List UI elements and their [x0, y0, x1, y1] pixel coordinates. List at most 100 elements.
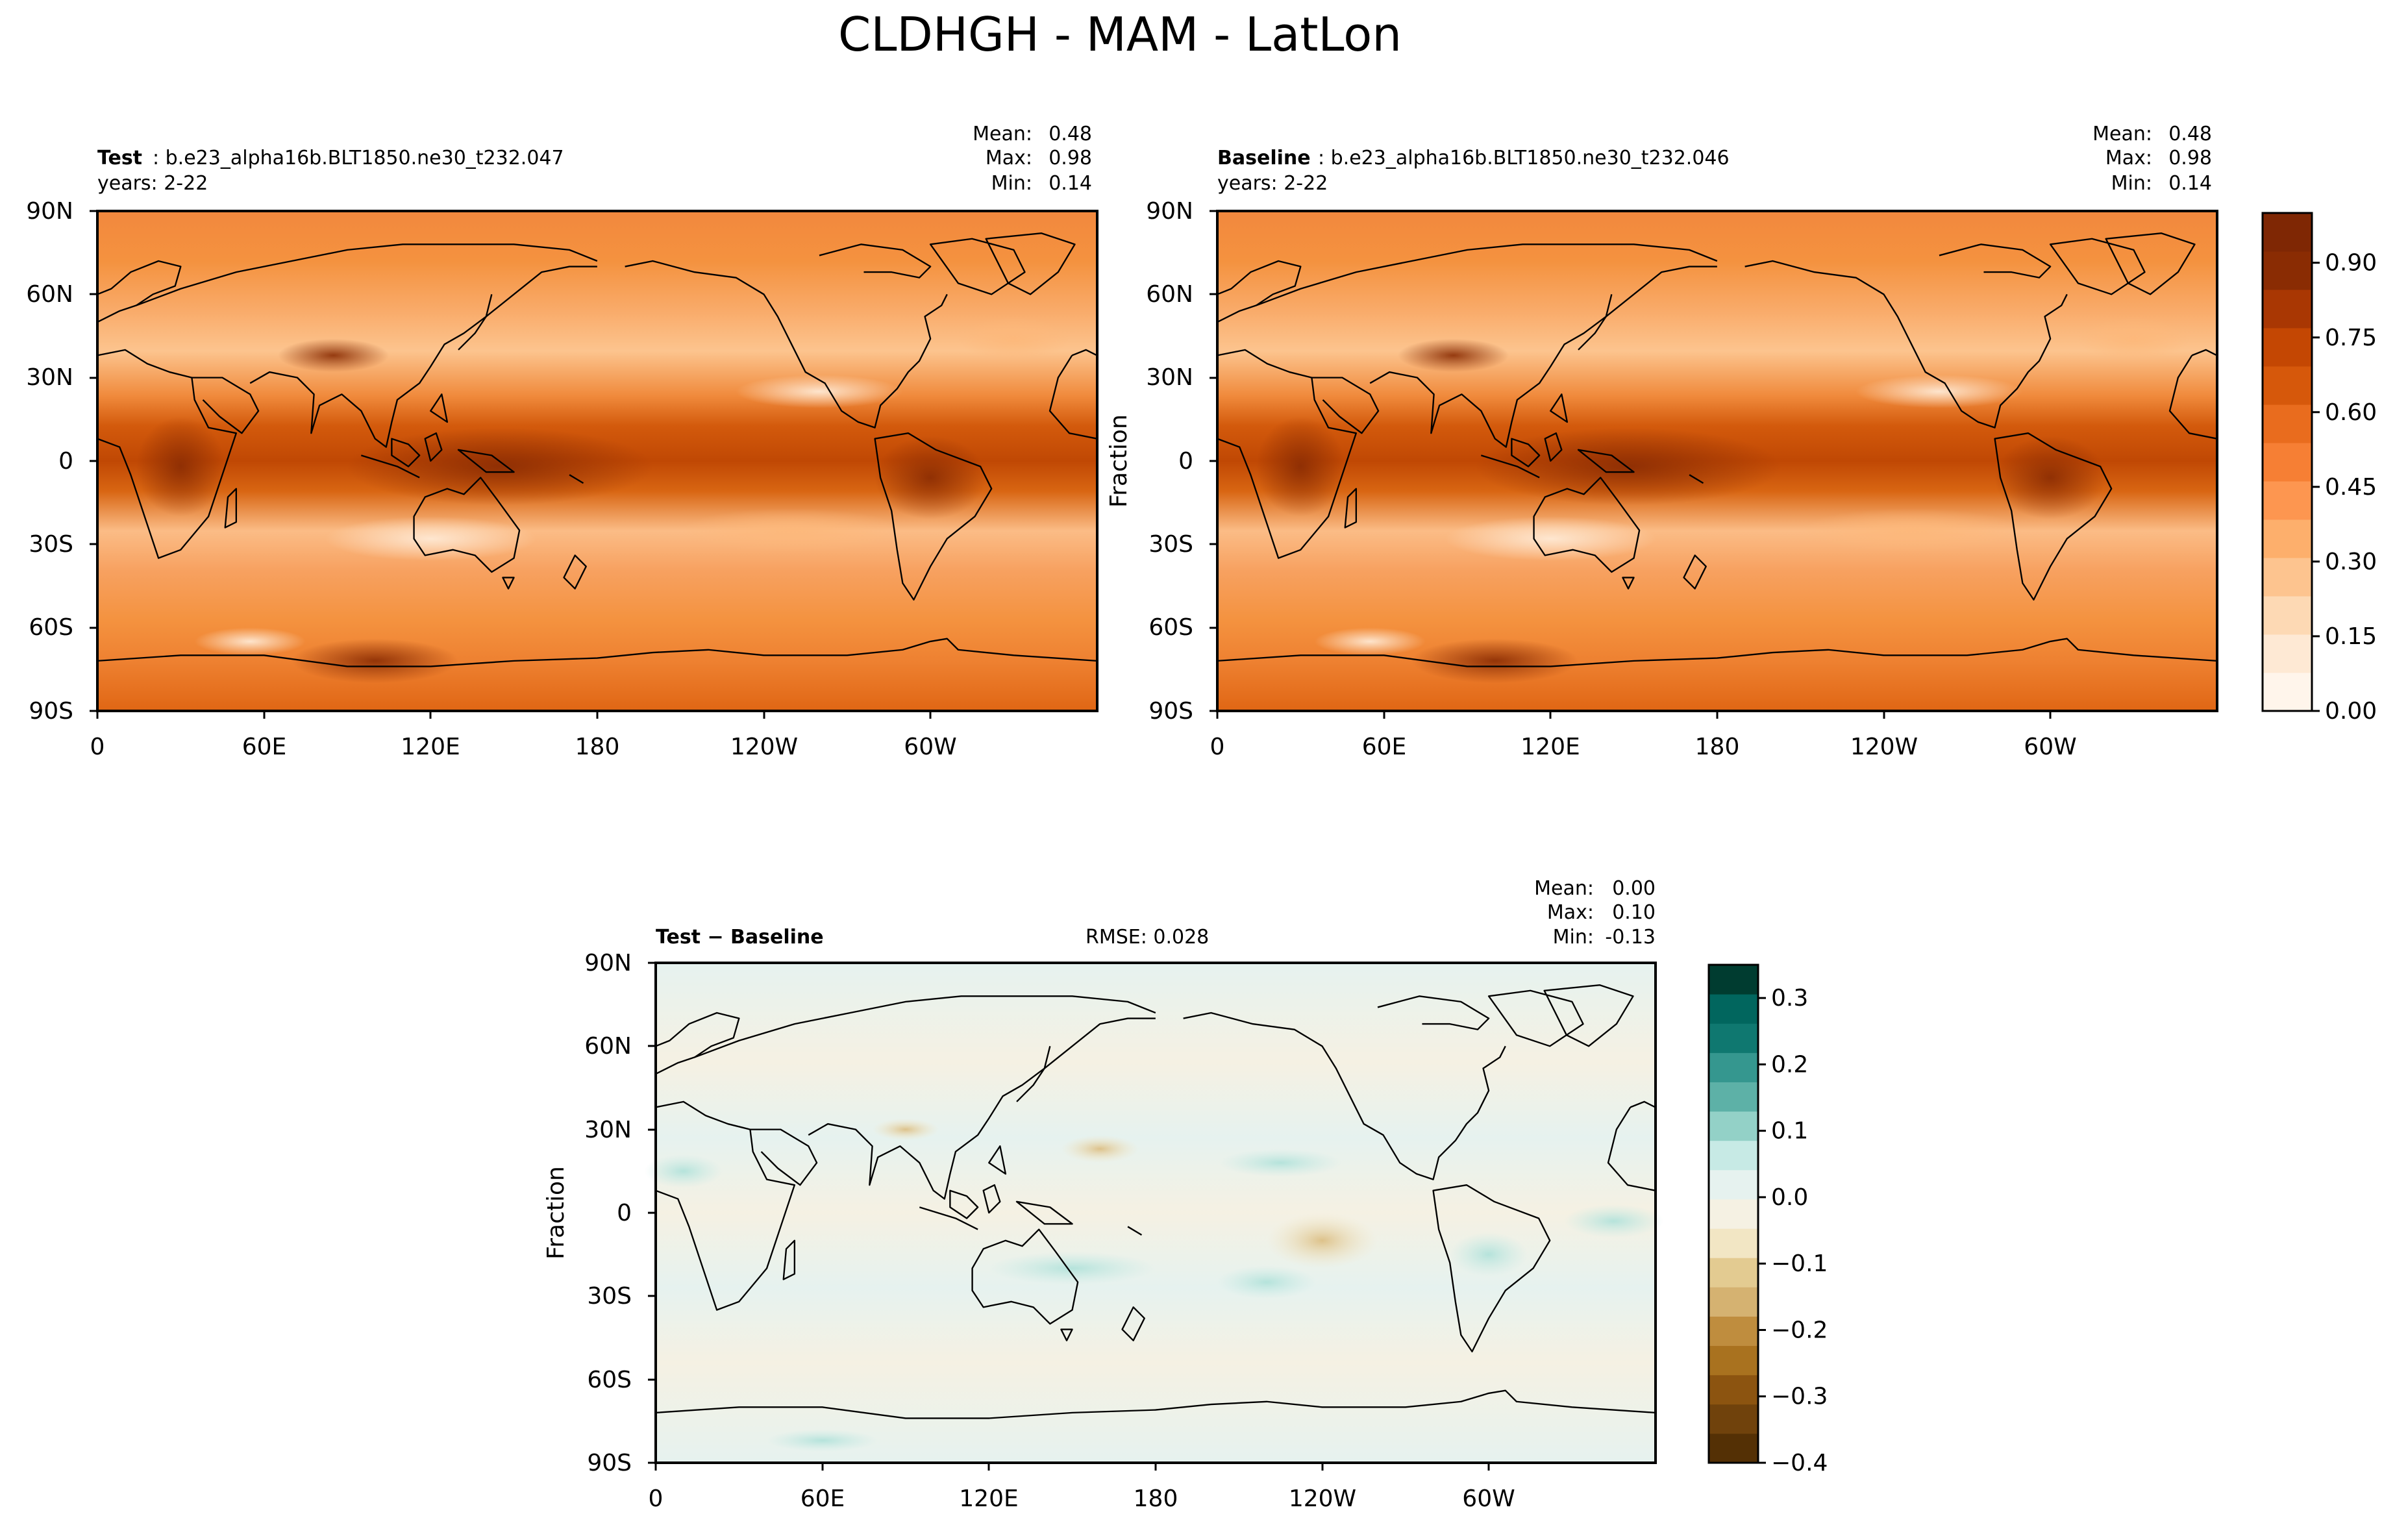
- colorbar-diff-band: [1709, 1433, 1758, 1463]
- baseline-ylabel: Fraction: [1106, 414, 1132, 508]
- test-lon-tick: 60W: [904, 734, 956, 760]
- baseline-years: years: 2-22: [1217, 172, 1328, 195]
- baseline-lon-tick: 180: [1695, 734, 1740, 760]
- colorbar-diff-band: [1709, 1345, 1758, 1376]
- baseline-stat-max: 0.98: [2168, 147, 2212, 169]
- colorbar-main-band: [2263, 404, 2312, 443]
- test-stats: Mean: 0.48 Max: 0.98 Min: 0.14: [973, 123, 1092, 195]
- colorbar-main-band: [2263, 634, 2312, 673]
- colorbar-main-band: [2263, 251, 2312, 290]
- diff-lon-tick: 0: [649, 1485, 664, 1512]
- colorbar-diff-band: [1709, 1023, 1758, 1053]
- diff-stats: Mean: 0.00 Max: 0.10 Min: -0.13: [1534, 877, 1656, 949]
- colorbar-diff-tick-label: 0.2: [1771, 1051, 1808, 1078]
- diff-lat-tick: 0: [617, 1200, 632, 1226]
- test-lat-tick: 90N: [26, 198, 73, 225]
- test-lat-tick: 60N: [26, 281, 73, 308]
- baseline-lat-tick: 30N: [1146, 364, 1193, 391]
- test-lon-tick: 120W: [730, 734, 798, 760]
- colorbar-main-tick-label: 0.00: [2325, 698, 2377, 725]
- baseline-lat-tick: 90S: [1148, 698, 1193, 725]
- test-lat-tick: 30S: [29, 531, 73, 558]
- test-lon-tick: 0: [90, 734, 105, 760]
- baseline-lon-tick: 120E: [1521, 734, 1580, 760]
- colorbar-diff-tick-label: 0.1: [1771, 1118, 1808, 1145]
- baseline-lon-tick: 120W: [1850, 734, 1918, 760]
- baseline-lat-tick: 60S: [1148, 614, 1193, 641]
- baseline-lon-tick: 60E: [1362, 734, 1407, 760]
- test-stat-mean-label: Mean:: [973, 123, 1032, 145]
- baseline-lon-tick: 0: [1210, 734, 1225, 760]
- colorbar-diff-tick-label: 0.0: [1771, 1184, 1808, 1211]
- diff-lon-tick: 180: [1134, 1485, 1178, 1512]
- diff-lat-tick: 60S: [587, 1367, 632, 1393]
- test-lat-tick: 90S: [29, 698, 73, 725]
- colorbar-diff-band: [1709, 1111, 1758, 1141]
- colorbar-diff-band: [1709, 1316, 1758, 1347]
- test-stat-min: 0.14: [1049, 172, 1092, 195]
- figure-title: CLDHGH - MAM - LatLon: [838, 7, 1402, 62]
- baseline-stat-min-label: Min:: [2111, 172, 2152, 195]
- baseline-stat-max-label: Max:: [2105, 147, 2152, 169]
- diff-stat-mean-label: Mean:: [1534, 877, 1594, 900]
- colorbar-diff: 0.3 0.2 0.1 0.0 −0.1 −0.2 −0.3 −0.4: [1707, 963, 1828, 1476]
- diff-lon-tick: 60W: [1462, 1485, 1515, 1512]
- colorbar-main-tick-label: 0.15: [2325, 623, 2377, 650]
- diff-stat-min: -0.13: [1605, 926, 1656, 949]
- colorbar-diff-band: [1709, 1228, 1758, 1258]
- baseline-lat-tick: 0: [1178, 448, 1193, 475]
- colorbar-main-band: [2263, 290, 2312, 329]
- colorbar-diff-tick-label: −0.1: [1771, 1250, 1828, 1277]
- test-stat-max: 0.98: [1049, 147, 1092, 169]
- baseline-lon-tick: 60W: [2024, 734, 2076, 760]
- colorbar-diff-tick-label: −0.3: [1771, 1384, 1828, 1410]
- diff-lat-tick: 90S: [587, 1450, 632, 1476]
- diff-lon-tick: 60E: [801, 1485, 845, 1512]
- diff-stat-max-label: Max:: [1547, 901, 1594, 924]
- baseline-label-bold: Baseline: [1217, 147, 1311, 169]
- diff-label-bold: Test − Baseline: [656, 926, 824, 949]
- colorbar-diff-band: [1709, 1258, 1758, 1287]
- diff-lon-tick: 120E: [959, 1485, 1018, 1512]
- diff-lon-tick: 120W: [1289, 1485, 1356, 1512]
- diff-lat-tick: 90N: [584, 950, 632, 976]
- baseline-map: [1216, 211, 2218, 711]
- baseline-stat-min: 0.14: [2168, 172, 2212, 195]
- colorbar-main-band: [2263, 673, 2312, 712]
- colorbar-main: 0.00 0.15 0.30 0.45 0.60 0.75 0.90: [2261, 212, 2377, 725]
- colorbar-diff-tick-label: −0.2: [1771, 1317, 1828, 1343]
- test-lon-tick: 60E: [242, 734, 287, 760]
- colorbar-main-frame: [2261, 212, 2313, 712]
- test-lat-tick: 0: [58, 448, 73, 475]
- test-stat-min-label: Min:: [991, 172, 1032, 195]
- colorbar-main-tick-label: 0.45: [2325, 474, 2377, 501]
- baseline-lat-tick: 60N: [1146, 281, 1193, 308]
- colorbar-diff-frame: [1707, 963, 1759, 1464]
- baseline-stat-mean: 0.48: [2168, 123, 2212, 145]
- colorbar-diff-band: [1709, 1199, 1758, 1229]
- diff-lat-ticks: 90N 60N 30N 0 30S 60S 90S: [584, 950, 632, 1476]
- colorbar-main-band: [2263, 596, 2312, 635]
- colorbar-diff-band: [1709, 1140, 1758, 1171]
- colorbar-diff-tick-label: 0.3: [1771, 985, 1808, 1012]
- baseline-stat-mean-label: Mean:: [2092, 123, 2152, 145]
- test-lon-ticks: 0 60E 120E 180 120W 60W: [90, 734, 957, 760]
- test-lon-tick: 120E: [401, 734, 460, 760]
- test-map: [96, 211, 1098, 711]
- diff-lon-ticks: 0 60E 120E 180 120W 60W: [649, 1485, 1515, 1512]
- panel-test: Test : b.e23_alpha16b.BLT1850.ne30_t232.…: [26, 123, 1098, 760]
- colorbar-diff-band: [1709, 1082, 1758, 1112]
- test-label-bold: Test: [97, 147, 142, 169]
- colorbar-diff-band: [1709, 994, 1758, 1024]
- baseline-label-rest: : b.e23_alpha16b.BLT1850.ne30_t232.046: [1318, 147, 1730, 169]
- colorbar-main-tick-label: 0.75: [2325, 325, 2377, 351]
- baseline-lat-ticks: 90N 60N 30N 0 30S 60S 90S: [1146, 198, 1193, 725]
- panel-baseline: Baseline : b.e23_alpha16b.BLT1850.ne30_t…: [1106, 123, 2218, 760]
- diff-stat-mean: 0.00: [1612, 877, 1656, 900]
- colorbar-diff-band: [1709, 1374, 1758, 1405]
- diff-map: [644, 963, 1664, 1463]
- colorbar-main-band: [2263, 558, 2312, 597]
- diff-ylabel: Fraction: [543, 1166, 569, 1260]
- colorbar-main-band: [2263, 213, 2312, 252]
- colorbar-main-tick-label: 0.90: [2325, 250, 2377, 277]
